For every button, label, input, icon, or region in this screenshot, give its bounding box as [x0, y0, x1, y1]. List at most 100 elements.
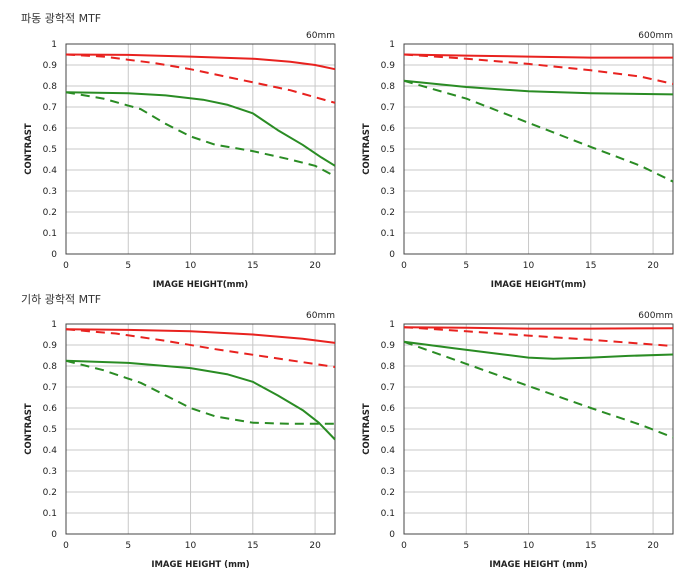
- series-line-green-solid: [65, 91, 336, 167]
- plot-frame: [65, 323, 336, 535]
- x-tick-label: 15: [247, 541, 258, 551]
- y-tick-label: 0.9: [43, 341, 58, 351]
- series-line-red-solid: [403, 53, 673, 59]
- x-tick-label: 5: [463, 261, 469, 271]
- series-line-red-solid: [65, 53, 336, 71]
- section-title-wave: 파동 광학적 MTF: [21, 12, 102, 25]
- y-tick-label: 1: [389, 40, 395, 50]
- y-tick-label: 0.8: [381, 82, 396, 92]
- series-line-red-solid: [403, 326, 674, 330]
- y-tick-label: 0.3: [43, 467, 57, 477]
- x-tick-label: 20: [647, 261, 659, 271]
- series-line-red-dashed: [403, 326, 674, 347]
- y-tick-label: 0.4: [43, 166, 58, 176]
- y-tick-label: 0.3: [43, 187, 57, 197]
- y-tick-label: 1: [51, 40, 57, 50]
- x-axis-title: IMAGE HEIGHT (mm): [489, 560, 587, 570]
- y-tick-label: 0.3: [381, 467, 395, 477]
- series-line-green-dashed: [65, 91, 336, 178]
- x-axis-title: IMAGE HEIGHT (mm): [151, 560, 249, 570]
- y-tick-label: 0.2: [381, 488, 395, 498]
- y-axis-title: CONTRAST: [362, 403, 372, 455]
- series-line-green-solid: [403, 79, 674, 96]
- series-line-green-solid: [403, 340, 674, 360]
- x-tick-label: 10: [523, 261, 535, 271]
- y-tick-label: 0.2: [381, 208, 395, 218]
- y-axis-title: CONTRAST: [24, 403, 34, 455]
- mtf-chart-geometric-600mm: 00.10.20.30.40.50.60.70.80.910 5 10 15 20IMA…: [362, 311, 674, 570]
- y-tick-label: 0.8: [381, 362, 396, 372]
- y-tick-label: 0.4: [381, 166, 396, 176]
- focal-length-label: 600mm: [638, 311, 673, 321]
- x-tick-label: 10: [185, 541, 197, 551]
- x-tick-label: 15: [247, 261, 258, 271]
- x-tick-label: 0: [63, 541, 69, 551]
- y-tick-label: 0.7: [43, 383, 57, 393]
- x-tick-label: 0: [401, 541, 407, 551]
- y-tick-label: 0.9: [43, 61, 58, 71]
- focal-length-label: 60mm: [306, 311, 335, 321]
- y-tick-label: 0.6: [43, 124, 58, 134]
- y-tick-label: 0.4: [43, 446, 58, 456]
- series-line-green-dashed: [403, 340, 674, 439]
- y-tick-label: 0.5: [43, 145, 57, 155]
- y-tick-label: 0.7: [43, 103, 57, 113]
- y-tick-label: 0.7: [381, 383, 395, 393]
- focal-length-label: 60mm: [306, 31, 335, 41]
- x-tick-label: 20: [309, 261, 321, 271]
- y-tick-label: 0: [389, 250, 395, 260]
- y-tick-label: 0.5: [381, 145, 395, 155]
- series-line-red-solid: [65, 328, 336, 344]
- series-line-green-solid: [65, 359, 336, 441]
- y-tick-label: 0.6: [381, 124, 396, 134]
- x-tick-label: 20: [309, 541, 321, 551]
- y-tick-label: 0.5: [43, 425, 57, 435]
- x-axis-title: IMAGE HEIGHT(mm): [491, 280, 587, 290]
- x-tick-label: 10: [185, 261, 197, 271]
- y-tick-label: 0.1: [381, 509, 395, 519]
- y-axis-title: CONTRAST: [24, 123, 34, 175]
- y-tick-label: 0: [51, 250, 57, 260]
- series-line-red-dashed: [65, 328, 336, 368]
- series-line-green-dashed: [65, 359, 335, 425]
- y-tick-label: 0.9: [381, 341, 396, 351]
- x-axis-title: IMAGE HEIGHT(mm): [153, 280, 249, 290]
- x-tick-label: 5: [125, 541, 131, 551]
- y-tick-label: 0: [389, 530, 395, 540]
- y-tick-label: 0.6: [381, 404, 396, 414]
- y-tick-label: 0.3: [381, 187, 395, 197]
- x-tick-label: 5: [463, 541, 469, 551]
- x-tick-label: 10: [523, 541, 535, 551]
- mtf-chart-wave-600mm: 00.10.20.30.40.50.60.70.80.910 5 10 15 20IMA…: [362, 31, 674, 290]
- series-line-green-dashed: [403, 79, 674, 183]
- y-tick-label: 0.8: [43, 82, 58, 92]
- y-tick-label: 0.9: [381, 61, 396, 71]
- series-line-red-dashed: [65, 53, 336, 104]
- x-tick-label: 5: [125, 261, 131, 271]
- plot-frame: [403, 323, 674, 535]
- plot-frame: [403, 43, 674, 255]
- focal-length-label: 600mm: [638, 31, 673, 41]
- y-tick-label: 0.1: [43, 509, 57, 519]
- x-tick-label: 0: [63, 261, 69, 271]
- y-tick-label: 0.8: [43, 362, 58, 372]
- series-line-red-dashed: [403, 53, 674, 85]
- x-tick-label: 0: [401, 261, 407, 271]
- y-axis-title: CONTRAST: [362, 123, 372, 175]
- x-tick-label: 15: [585, 261, 596, 271]
- y-tick-label: 0.2: [43, 208, 57, 218]
- y-tick-label: 0.1: [43, 229, 57, 239]
- y-tick-label: 0.5: [381, 425, 395, 435]
- mtf-chart-wave-60mm: 00.10.20.30.40.50.60.70.80.910 5 10 15 20IMA…: [24, 31, 336, 290]
- y-tick-label: 0.2: [43, 488, 57, 498]
- y-tick-label: 0: [51, 530, 57, 540]
- mtf-chart-geometric-60mm: 00.10.20.30.40.50.60.70.80.910 5 10 15 20IMA…: [24, 311, 336, 570]
- y-tick-label: 0.6: [43, 404, 58, 414]
- y-tick-label: 1: [51, 320, 57, 330]
- y-tick-label: 0.7: [381, 103, 395, 113]
- section-title-geometric: 기하 광학적 MTF: [21, 293, 102, 306]
- y-tick-label: 1: [389, 320, 395, 330]
- plot-frame: [65, 43, 336, 255]
- x-tick-label: 20: [647, 541, 659, 551]
- y-tick-label: 0.4: [381, 446, 396, 456]
